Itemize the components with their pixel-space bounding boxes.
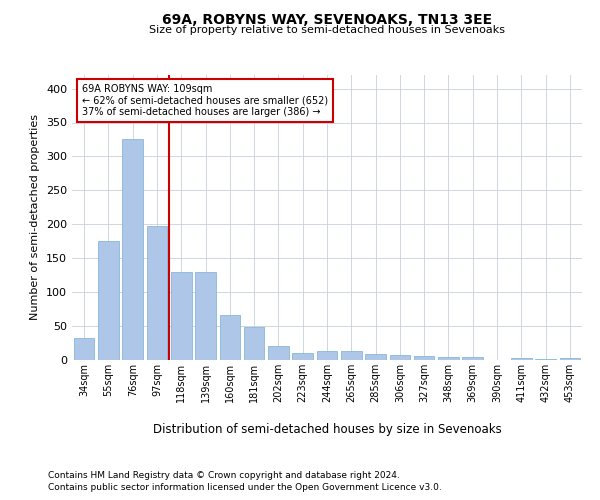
Bar [220, 314, 240, 360]
Text: 69A, ROBYNS WAY, SEVENOAKS, TN13 3EE: 69A, ROBYNS WAY, SEVENOAKS, TN13 3EE [162, 12, 492, 26]
Bar [146, 226, 167, 360]
Bar [122, 140, 143, 360]
Bar [98, 240, 119, 360]
Bar [560, 358, 580, 360]
Text: Distribution of semi-detached houses by size in Sevenoaks: Distribution of semi-detached houses by … [152, 422, 502, 436]
Bar [171, 272, 191, 360]
Bar [511, 358, 532, 360]
Bar [438, 358, 459, 360]
Bar [244, 328, 265, 360]
Text: Contains HM Land Registry data © Crown copyright and database right 2024.: Contains HM Land Registry data © Crown c… [48, 471, 400, 480]
Text: Size of property relative to semi-detached houses in Sevenoaks: Size of property relative to semi-detach… [149, 25, 505, 35]
Bar [74, 338, 94, 360]
Y-axis label: Number of semi-detached properties: Number of semi-detached properties [31, 114, 40, 320]
Text: Contains public sector information licensed under the Open Government Licence v3: Contains public sector information licen… [48, 484, 442, 492]
Bar [365, 354, 386, 360]
Bar [317, 350, 337, 360]
Bar [414, 356, 434, 360]
Bar [195, 272, 216, 360]
Bar [341, 350, 362, 360]
Text: 69A ROBYNS WAY: 109sqm
← 62% of semi-detached houses are smaller (652)
37% of se: 69A ROBYNS WAY: 109sqm ← 62% of semi-det… [82, 84, 328, 116]
Bar [268, 346, 289, 360]
Bar [389, 355, 410, 360]
Bar [292, 352, 313, 360]
Bar [463, 358, 483, 360]
